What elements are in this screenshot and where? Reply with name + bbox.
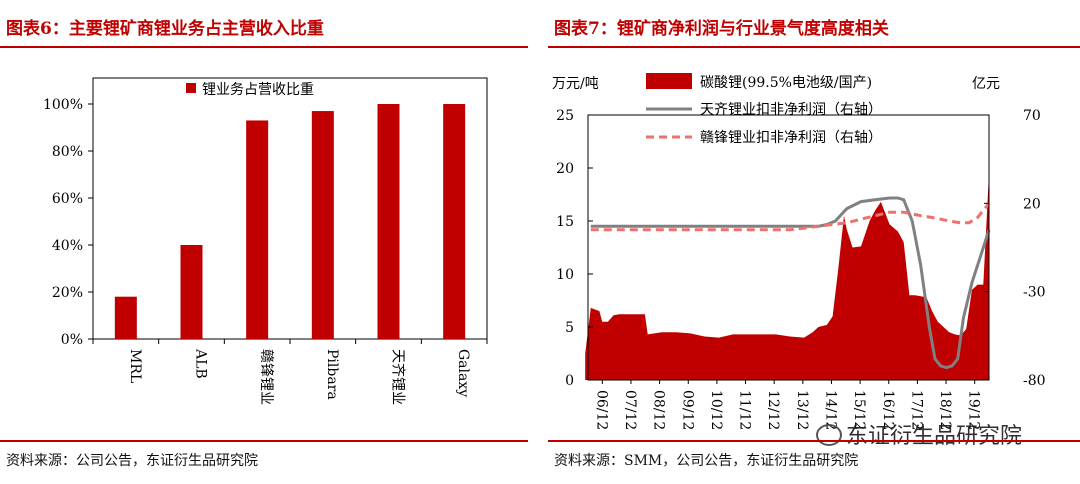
bar-赣锋锂业: [246, 120, 269, 339]
x-tick-label: 15/12: [851, 390, 867, 430]
right-chart-title: 图表7：锂矿商净利润与行业景气度高度相关: [554, 19, 889, 39]
left-axis-unit: 万元/吨: [552, 76, 599, 92]
x-tick-label: 14/12: [822, 390, 838, 430]
x-tick-label: 17/12: [908, 390, 924, 430]
x-tick-label: ALB: [193, 348, 209, 379]
bar-ALB: [180, 245, 203, 339]
legend-swatch: [186, 83, 196, 93]
y-left-tick-label: 5: [565, 320, 574, 336]
area-lithium-carbonate: [585, 173, 989, 380]
y-left-tick-label: 10: [556, 267, 574, 283]
y-left-tick-label: 20: [556, 161, 574, 177]
left-bar-chart: 0% 20% 40% 60% 80% 100% MRL ALB 赣锋锂业 Pilbara 天齐锂业 G…: [43, 77, 488, 405]
plot-frame: [92, 77, 488, 340]
x-tick-label: 12/12: [765, 390, 781, 430]
y-right-tick-label: 20: [1023, 196, 1041, 212]
right-area-line-chart: 万元/吨 亿元 0 5 10 15 20 25 -80 -30 20 70 06/12 07/12 08/1…: [552, 73, 1046, 430]
right-title-rule: [548, 46, 1080, 48]
wechat-icon: [816, 424, 842, 446]
y-right-tick-label: 70: [1023, 108, 1041, 124]
bar-MRL: [114, 296, 137, 339]
legend-label: 锂业务占营收比重: [202, 82, 314, 98]
line-tianqi: [590, 196, 991, 370]
x-tick-label: 13/12: [794, 390, 810, 430]
x-tick-label: 10/12: [708, 390, 724, 430]
left-title-rule: [0, 46, 528, 48]
bar-Galaxy: [443, 104, 466, 339]
bar-Pilbara: [311, 111, 334, 339]
x-tick-label: 16/12: [880, 390, 896, 430]
x-tick-label: 06/12: [593, 390, 609, 430]
x-tick-label: 19/12: [966, 390, 982, 430]
x-tick-label: 18/12: [937, 390, 953, 430]
x-tick-label: 07/12: [622, 390, 638, 430]
y-tick-label: 0%: [61, 332, 83, 348]
legend-label-area: 碳酸锂(99.5%电池级/国产): [700, 75, 872, 91]
y-right-tick-label: -30: [1023, 285, 1046, 301]
x-tick-label: 09/12: [679, 390, 695, 430]
y-left-tick-label: 15: [556, 214, 574, 230]
right-source-note: 资料来源：SMM，公司公告，东证衍生品研究院: [554, 453, 859, 469]
right-chart-panel: 图表7：锂矿商净利润与行业景气度高度相关 万元/吨 亿元 0 5 10 15 20 25 -80…: [548, 0, 1080, 484]
legend-label-tianqi: 天齐锂业扣非净利润（右轴）: [700, 102, 882, 118]
y-tick-label: 80%: [52, 144, 83, 160]
legend-label-ganfeng: 赣锋锂业扣非净利润（右轴）: [700, 130, 882, 146]
x-tick-label: 08/12: [651, 390, 667, 430]
x-tick-label: MRL: [127, 349, 143, 383]
left-source-rule: [0, 440, 528, 442]
watermark-text: 东证衍生品研究院: [846, 424, 1023, 449]
right-axis-unit: 亿元: [972, 76, 1000, 92]
y-left-tick-label: 25: [556, 108, 574, 124]
y-tick-label: 40%: [52, 238, 83, 254]
x-tick-label: 11/12: [737, 390, 753, 430]
x-tick-label: 赣锋锂业: [258, 349, 274, 405]
x-tick-label: Pilbara: [324, 349, 340, 400]
plot-frame: [587, 114, 990, 381]
left-chart-title: 图表6：主要锂矿商锂业务占主营收入比重: [6, 19, 324, 39]
x-tick-label: 天齐锂业: [390, 349, 406, 405]
left-chart-panel: 图表6：主要锂矿商锂业务占主营收入比重 0% 20% 40% 60% 80% 100% MR…: [0, 0, 528, 484]
bar-天齐锂业: [377, 104, 400, 339]
left-source-note: 资料来源：公司公告，东证衍生品研究院: [6, 453, 258, 469]
legend-swatch-area: [646, 73, 692, 89]
y-tick-label: 60%: [52, 191, 83, 207]
y-tick-label: 100%: [43, 97, 83, 113]
line-ganfeng: [590, 202, 991, 232]
right-source-rule: [548, 440, 1080, 442]
y-tick-label: 20%: [52, 285, 83, 301]
watermark: 东证衍生品研究院: [816, 418, 1022, 450]
y-left-tick-label: 0: [565, 373, 574, 389]
y-right-tick-label: -80: [1023, 373, 1046, 389]
x-tick-label: Galaxy: [455, 349, 471, 397]
